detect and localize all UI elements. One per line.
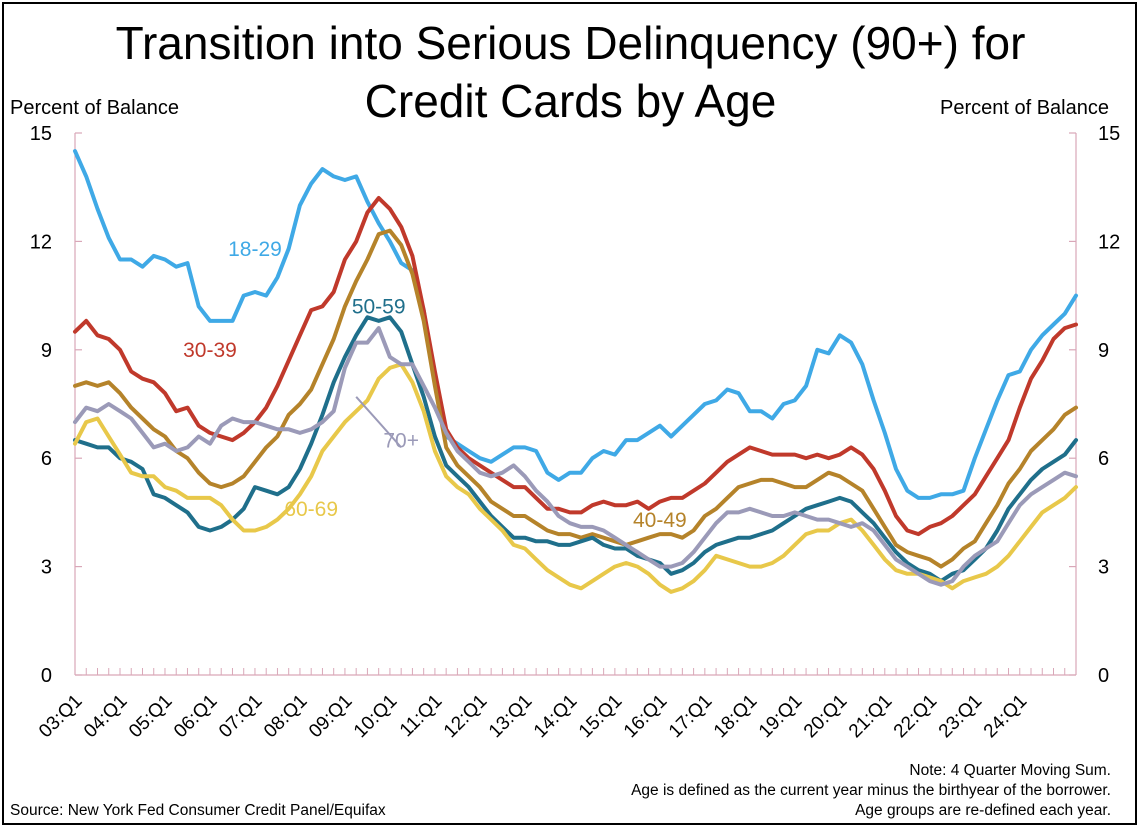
chart-title-line-2: Credit Cards by Age <box>364 75 777 127</box>
y-tick-label-right: 6 <box>1098 448 1109 470</box>
y-tick-label-left: 9 <box>41 340 52 362</box>
y-axis-title-right: Percent of Balance <box>940 97 1109 119</box>
y-tick-label-left: 3 <box>41 557 52 579</box>
series-line-18-29 <box>73 149 1078 500</box>
series-line-30-39 <box>73 196 1078 537</box>
x-tick-label: 08:Q1 <box>260 691 311 742</box>
x-tick-label: 21:Q1 <box>845 691 896 742</box>
series-line-50-59 <box>73 315 1078 584</box>
x-tick-label: 04:Q1 <box>80 691 131 742</box>
note-age-groups: Age groups are re-defined each year. <box>855 802 1111 819</box>
series-label-18-29: 18-29 <box>228 238 282 261</box>
note-age-definition: Age is defined as the current year minus… <box>631 782 1111 799</box>
x-tick-label: 11:Q1 <box>396 691 446 741</box>
x-tick-label: 19:Q1 <box>755 691 806 742</box>
note-moving-sum: Note: 4 Quarter Moving Sum. <box>909 762 1111 779</box>
y-tick-label-left: 15 <box>30 123 52 145</box>
x-tick-label: 13:Q1 <box>485 691 536 742</box>
chart-title-line-1: Transition into Serious Delinquency (90+… <box>115 17 1026 69</box>
x-tick-label: 24:Q1 <box>980 691 1031 742</box>
series-line-40-49 <box>73 228 1078 569</box>
series-line-60-69 <box>73 362 1078 594</box>
x-tick-label: 22:Q1 <box>890 691 941 742</box>
series-label-70+: 70+ <box>383 429 419 452</box>
x-tick-label: 03:Q1 <box>35 691 86 742</box>
x-tick-label: 18:Q1 <box>710 691 761 742</box>
y-tick-label-right: 12 <box>1098 231 1120 253</box>
x-tick-label: 09:Q1 <box>305 691 356 742</box>
y-tick-label-left: 0 <box>41 665 52 687</box>
x-tick-label: 20:Q1 <box>800 691 851 742</box>
series-line-70+ <box>73 326 1078 587</box>
x-tick-label: 23:Q1 <box>935 691 986 742</box>
y-tick-label-right: 15 <box>1098 123 1120 145</box>
series-label-30-39: 30-39 <box>183 339 237 362</box>
x-tick-label: 15:Q1 <box>575 691 626 742</box>
x-tick-label: 05:Q1 <box>125 691 176 742</box>
y-tick-label-right: 3 <box>1098 557 1109 579</box>
y-tick-label-right: 0 <box>1098 665 1109 687</box>
series-label-50-59: 50-59 <box>352 296 406 319</box>
x-tick-label: 10:Q1 <box>350 691 401 742</box>
y-tick-label-left: 6 <box>41 448 52 470</box>
source-note: Source: New York Fed Consumer Credit Pan… <box>10 802 386 819</box>
y-axis-title-left: Percent of Balance <box>10 97 179 119</box>
y-tick-label-right: 9 <box>1098 340 1109 362</box>
series-label-60-69: 60-69 <box>284 498 338 521</box>
x-tick-label: 14:Q1 <box>530 691 581 742</box>
x-tick-label: 16:Q1 <box>620 691 671 742</box>
annotation-leader-line <box>355 396 402 449</box>
x-tick-label: 17:Q1 <box>665 691 716 742</box>
x-tick-label: 07:Q1 <box>215 691 266 742</box>
x-tick-label: 12:Q1 <box>440 691 491 742</box>
x-tick-label: 06:Q1 <box>170 691 221 742</box>
y-tick-label-left: 12 <box>30 231 52 253</box>
series-label-40-49: 40-49 <box>633 509 687 532</box>
